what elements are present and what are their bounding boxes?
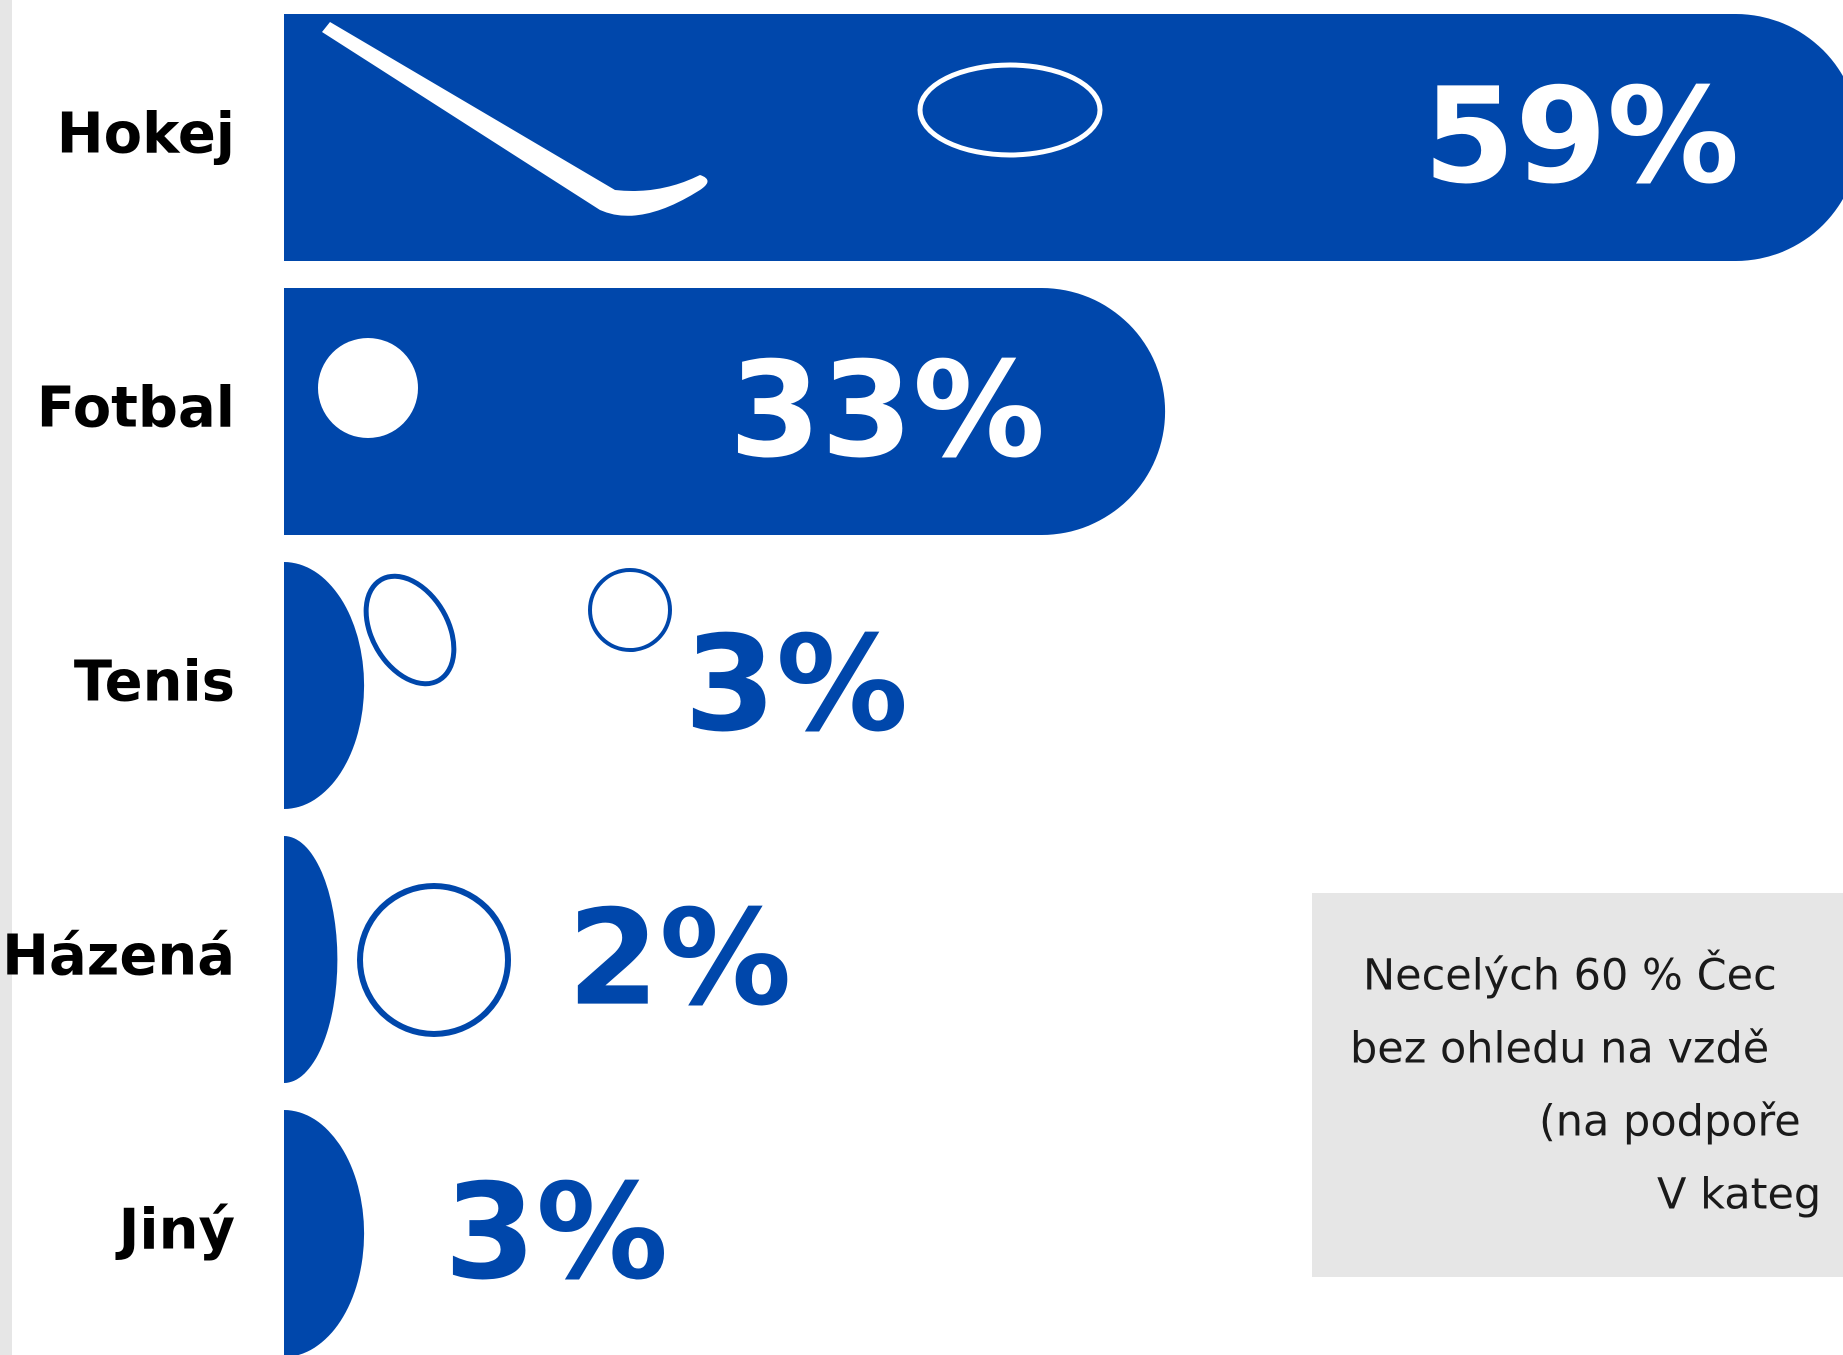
bar bbox=[284, 836, 338, 1083]
note-line: (na podpoře bbox=[1539, 1097, 1801, 1147]
football bbox=[318, 338, 418, 438]
bar bbox=[284, 288, 1166, 535]
category-label: Tenis bbox=[74, 650, 235, 715]
note-line: bez ohledu na vzdě bbox=[1350, 1024, 1769, 1074]
tennis-ball bbox=[588, 568, 672, 652]
note-box bbox=[1312, 893, 1843, 1277]
volleyball bbox=[357, 883, 511, 1037]
category-label: Hokej bbox=[57, 102, 235, 167]
value-label: 3% bbox=[444, 1156, 668, 1310]
value-label: 33% bbox=[729, 334, 1045, 488]
category-label: Fotbal bbox=[37, 376, 235, 441]
plot: 59% Hokej 33% Fotbal 3% Tenis 2% Házená 3% Jiný bbox=[2, 14, 1843, 1355]
bar bbox=[284, 562, 365, 809]
note-line: V kateg bbox=[1657, 1170, 1821, 1220]
note-line: Necelých 60 % Čec bbox=[1363, 950, 1777, 1001]
racket bbox=[363, 573, 457, 687]
value-label: 2% bbox=[567, 882, 791, 1036]
category-label: Jiný bbox=[115, 1198, 235, 1263]
puck bbox=[917, 62, 1103, 158]
side-strip bbox=[0, 0, 12, 1355]
value-label: 3% bbox=[684, 608, 908, 762]
bar bbox=[284, 1110, 365, 1355]
hockey-stick bbox=[322, 22, 708, 216]
value-label: 59% bbox=[1423, 60, 1739, 214]
category-label: Házená bbox=[2, 924, 235, 989]
